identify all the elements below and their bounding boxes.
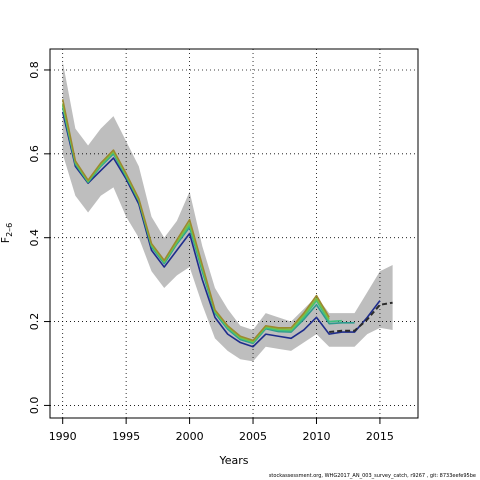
plot-frame (49, 48, 419, 419)
footer-text: stockassessment.org, WHG2017_AN_003_surv… (268, 473, 476, 479)
y-tick-label: 0.6 (28, 145, 41, 163)
x-axis-label: Years (218, 454, 248, 467)
y-axis-label-main: F (0, 237, 12, 243)
series-lines (61, 99, 393, 348)
y-tick-label: 0.4 (28, 229, 41, 247)
grid (50, 49, 418, 418)
x-axis: 1990 1995 2000 2005 2010 2015 (49, 418, 394, 443)
series-line-5 (61, 99, 330, 342)
y-axis-label: F2–6 (0, 223, 14, 244)
x-tick-label: 2005 (239, 430, 267, 443)
x-tick-label: 1995 (112, 430, 140, 443)
series-line-6 (329, 301, 393, 334)
series-line-1 (61, 111, 381, 348)
x-tick-label: 2015 (366, 430, 394, 443)
y-tick-label: 0.8 (28, 61, 41, 79)
y-axis-label-subscript: 2–6 (5, 223, 14, 237)
confidence-band (62, 61, 393, 362)
x-tick-label: 2010 (302, 430, 330, 443)
x-tick-label: 1990 (49, 430, 77, 443)
y-axis: 0.0 0.2 0.4 0.6 0.8 (28, 61, 50, 414)
x-tick-label: 2000 (176, 430, 204, 443)
y-tick-label: 0.0 (28, 397, 41, 415)
confidence-band-area (62, 61, 393, 362)
y-tick-label: 0.2 (28, 313, 41, 331)
